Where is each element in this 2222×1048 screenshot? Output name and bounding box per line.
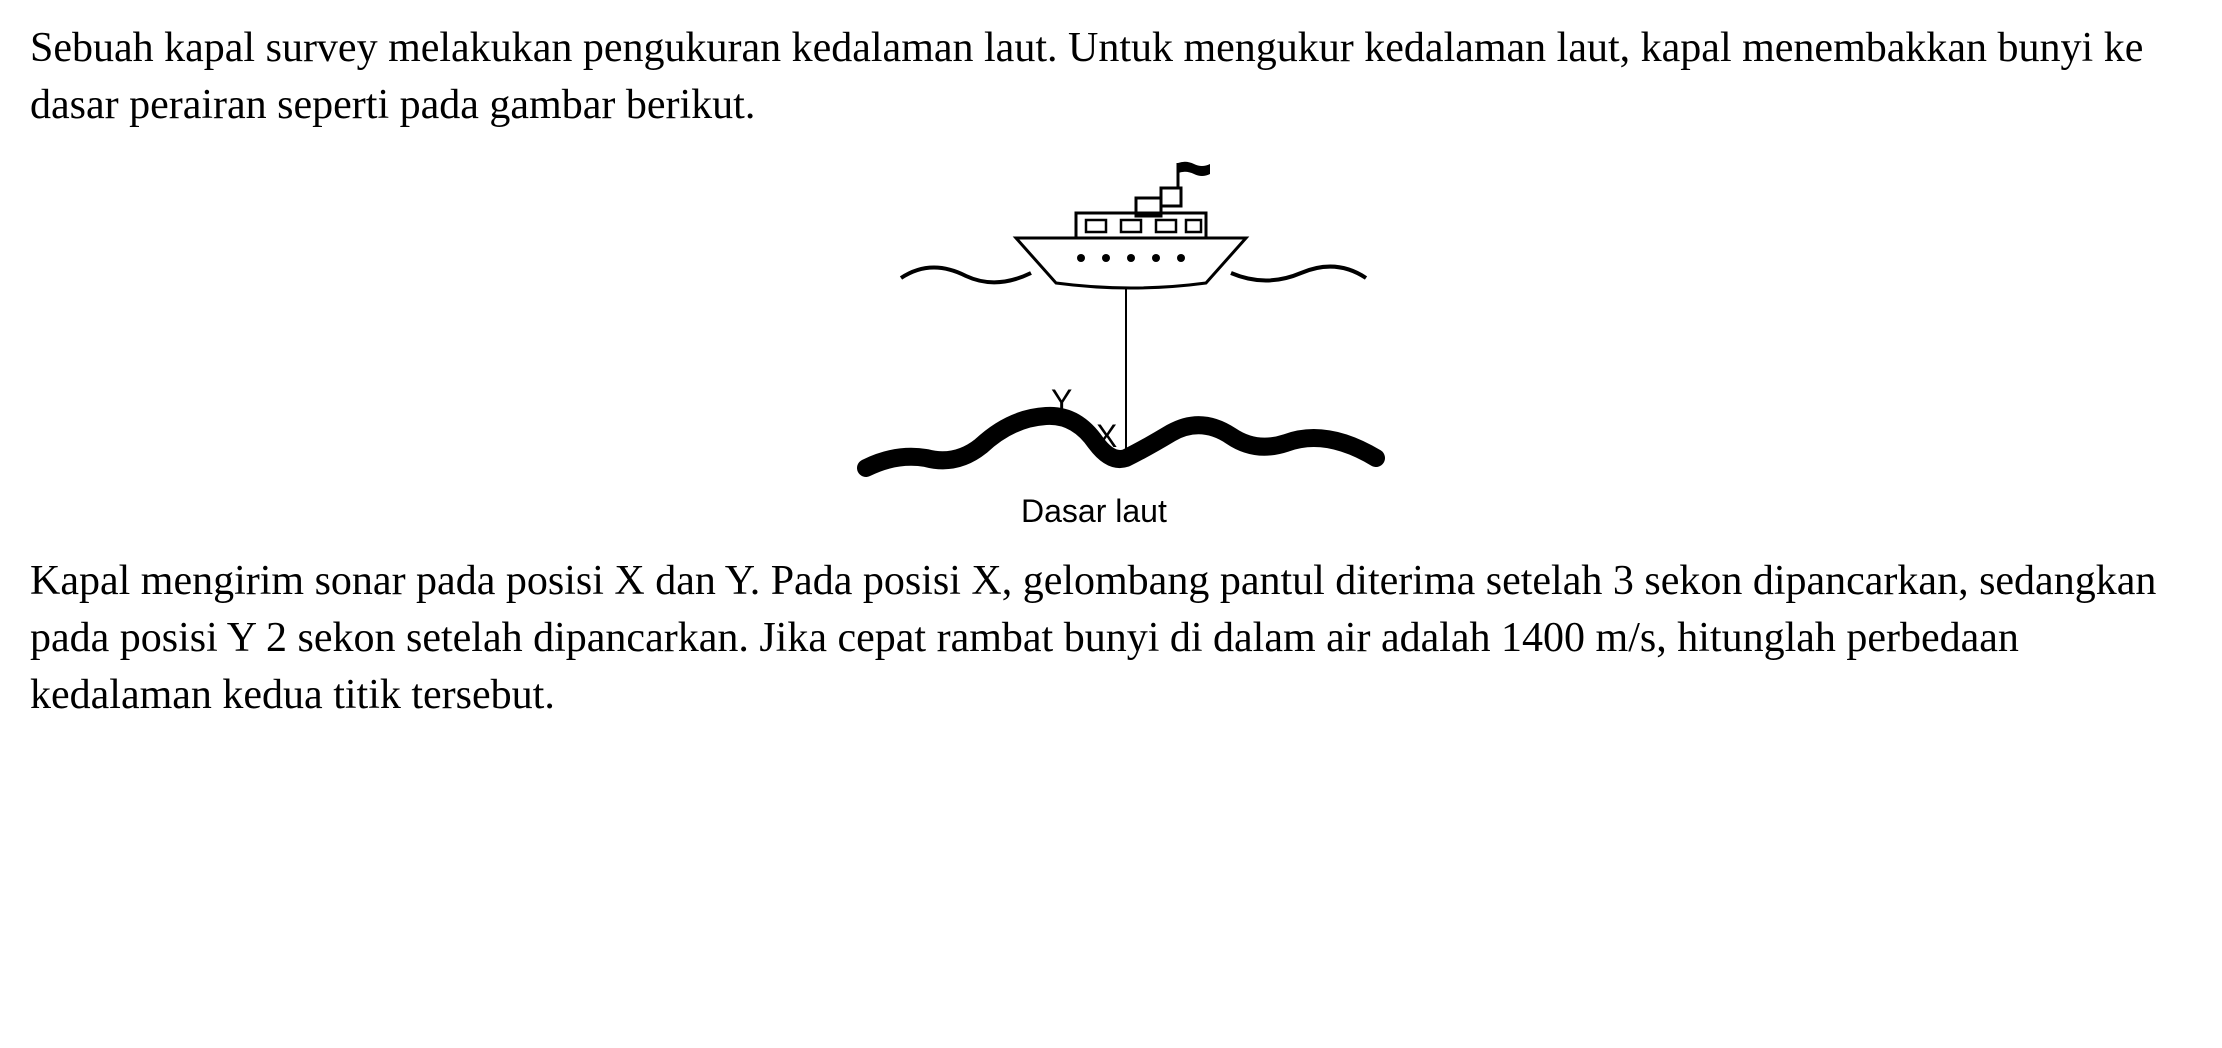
porthole [1127, 254, 1135, 262]
ship-chimney-1 [1161, 188, 1181, 206]
ship-window [1156, 220, 1176, 232]
porthole [1102, 254, 1110, 262]
porthole [1077, 254, 1085, 262]
ship-window [1186, 220, 1201, 232]
water-wave-right [1231, 267, 1366, 281]
ship-hull [1016, 238, 1246, 288]
label-x: X [1096, 418, 1117, 455]
ship-sonar-diagram: Y X Dasar laut [786, 158, 1436, 538]
water-wave-left [901, 268, 1031, 283]
ship-window [1121, 220, 1141, 232]
porthole [1177, 254, 1185, 262]
flag-icon [1178, 162, 1210, 176]
diagram-svg [786, 158, 1436, 538]
question-paragraph: Kapal mengirim sonar pada posisi X dan Y… [30, 553, 2192, 723]
porthole [1152, 254, 1160, 262]
seabed-caption: Dasar laut [1021, 493, 1167, 530]
diagram-container: Y X Dasar laut [30, 158, 2192, 538]
label-y: Y [1051, 383, 1072, 420]
seabed [866, 416, 1376, 468]
intro-paragraph: Sebuah kapal survey melakukan pengukuran… [30, 20, 2192, 133]
ship-window [1086, 220, 1106, 232]
